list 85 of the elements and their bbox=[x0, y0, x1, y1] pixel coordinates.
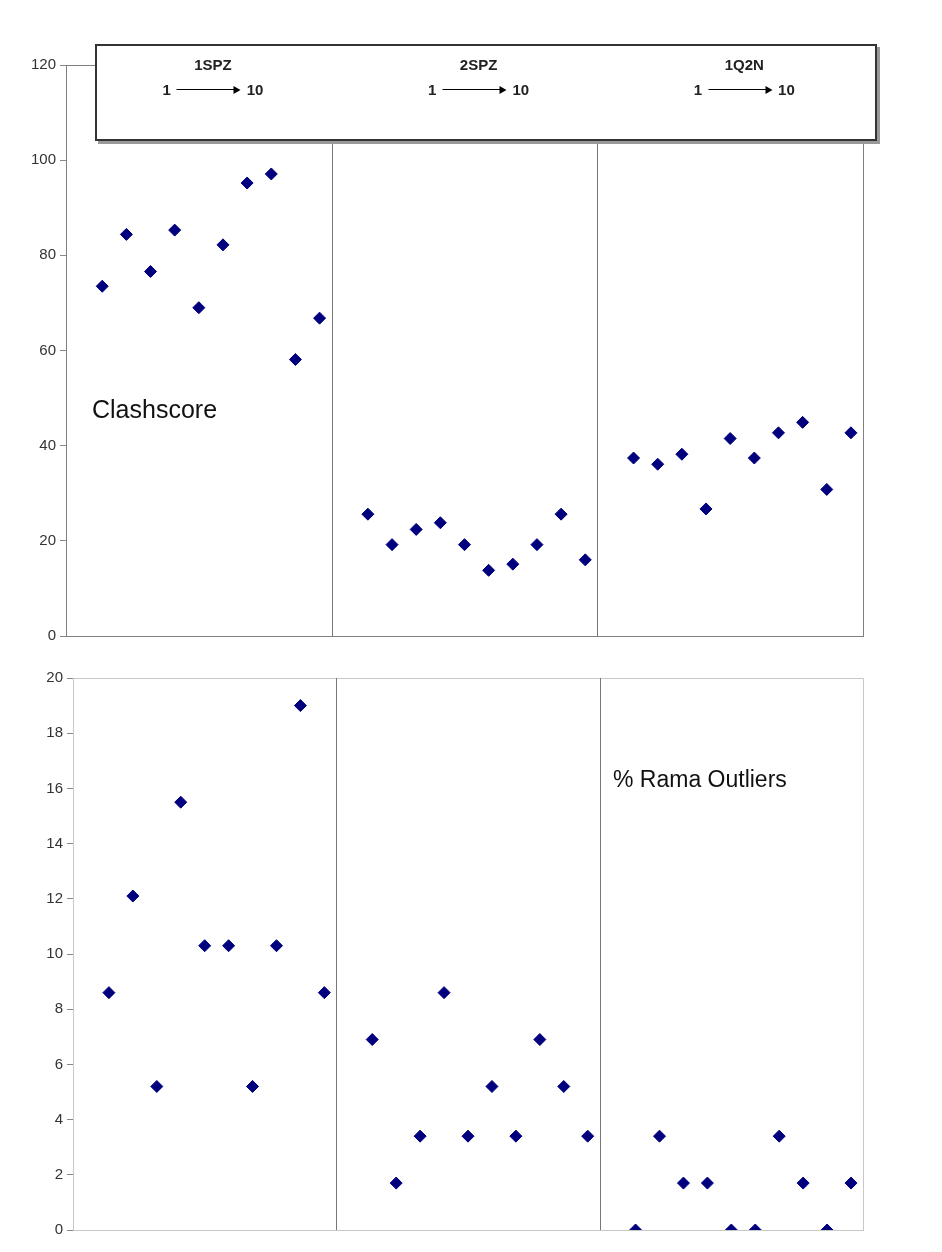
point bbox=[313, 311, 327, 325]
point bbox=[409, 522, 423, 536]
point bbox=[581, 1129, 595, 1143]
point bbox=[482, 563, 496, 577]
point bbox=[700, 1176, 714, 1190]
point bbox=[174, 795, 188, 809]
y-tick-label: 20 bbox=[46, 668, 63, 686]
y-tick-label: 0 bbox=[47, 626, 56, 644]
annotation: 1 bbox=[693, 81, 703, 98]
y-tick-label: 100 bbox=[30, 150, 56, 168]
point bbox=[676, 1176, 690, 1190]
annotation: Clashscore bbox=[92, 395, 218, 424]
point bbox=[144, 265, 158, 279]
point bbox=[126, 889, 140, 903]
point bbox=[95, 279, 109, 293]
point bbox=[293, 699, 307, 713]
point bbox=[506, 557, 520, 571]
annotation: 10 bbox=[246, 81, 264, 98]
point bbox=[437, 986, 451, 1000]
point bbox=[385, 538, 399, 552]
point bbox=[627, 451, 641, 465]
point bbox=[433, 516, 447, 530]
point bbox=[461, 1129, 475, 1143]
point bbox=[796, 1176, 810, 1190]
point bbox=[533, 1033, 547, 1047]
point bbox=[246, 1079, 260, 1093]
point bbox=[240, 176, 254, 190]
y-tick-label: 60 bbox=[39, 340, 56, 358]
point bbox=[557, 1079, 571, 1093]
point bbox=[413, 1129, 427, 1143]
annotation: 1 bbox=[428, 81, 437, 98]
y-tick-label: 12 bbox=[46, 888, 63, 906]
point bbox=[361, 507, 375, 521]
y-tick-label: 10 bbox=[46, 944, 63, 962]
point bbox=[365, 1033, 379, 1047]
annotation: 1 bbox=[162, 81, 171, 98]
point bbox=[269, 939, 283, 953]
annotation: 10 bbox=[512, 81, 530, 98]
point bbox=[168, 223, 182, 237]
point bbox=[264, 167, 278, 181]
y-tick-label: 2 bbox=[54, 1164, 63, 1182]
point bbox=[675, 447, 689, 461]
annotation: 2SPZ bbox=[458, 56, 499, 73]
point bbox=[317, 986, 331, 1000]
y-tick-label: 40 bbox=[39, 435, 56, 453]
y-tick-label: 4 bbox=[54, 1109, 63, 1127]
point bbox=[102, 986, 116, 1000]
point bbox=[772, 1129, 786, 1143]
point bbox=[723, 432, 737, 446]
point bbox=[771, 426, 785, 440]
y-tick-label: 80 bbox=[39, 245, 56, 263]
point bbox=[844, 426, 858, 440]
point bbox=[578, 553, 592, 567]
point bbox=[198, 939, 212, 953]
y-tick-label: 20 bbox=[39, 530, 56, 548]
point bbox=[192, 301, 206, 315]
point bbox=[699, 502, 713, 516]
y-tick-label: 0 bbox=[54, 1220, 63, 1238]
point bbox=[747, 451, 761, 465]
point bbox=[119, 227, 133, 241]
annotation: 1Q2N bbox=[723, 56, 765, 73]
point bbox=[554, 507, 568, 521]
annotation: 10 bbox=[778, 81, 795, 98]
point bbox=[389, 1176, 403, 1190]
annotation: % Rama Outliers bbox=[613, 766, 787, 793]
annotation: 1SPZ bbox=[193, 56, 233, 73]
point bbox=[458, 538, 471, 552]
point bbox=[485, 1079, 499, 1093]
y-tick-label: 16 bbox=[46, 778, 63, 796]
y-tick-label: 18 bbox=[46, 723, 63, 741]
point bbox=[509, 1129, 523, 1143]
point bbox=[653, 1129, 667, 1143]
point bbox=[150, 1079, 164, 1093]
y-tick-label: 120 bbox=[30, 55, 56, 73]
point bbox=[820, 482, 834, 496]
point bbox=[796, 415, 810, 429]
point bbox=[288, 353, 302, 367]
y-tick-label: 6 bbox=[54, 1054, 63, 1072]
point bbox=[651, 457, 665, 471]
point bbox=[222, 939, 236, 953]
point bbox=[530, 538, 544, 552]
y-tick-label: 8 bbox=[54, 999, 63, 1017]
point bbox=[844, 1176, 858, 1190]
point bbox=[216, 238, 230, 252]
y-tick-label: 14 bbox=[46, 833, 63, 851]
